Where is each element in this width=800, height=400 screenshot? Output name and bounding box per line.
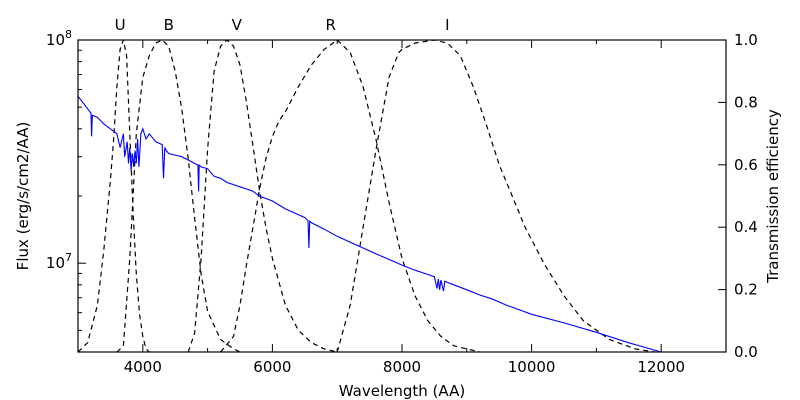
left-y-tick-exponent: 7 [65,251,72,264]
x-tick-label: 10000 [508,358,556,376]
band-label-b: B [164,16,174,34]
x-tick-label: 6000 [253,358,291,376]
filter-curve-u [78,40,150,352]
right-y-tick-label: 0.0 [734,343,758,361]
right-y-tick-label: 0.8 [734,93,758,111]
plot-frame [77,39,727,353]
band-label-i: I [445,16,449,34]
filter-curve-i [336,40,655,352]
right-y-tick-label: 0.6 [734,156,758,174]
right-y-tick-label: 0.2 [734,281,758,299]
left-y-tick-exponent: 8 [65,28,72,41]
left-y-tick-base: 10 [46,31,65,49]
x-tick-label: 4000 [124,358,162,376]
x-tick-label: 8000 [383,358,421,376]
left-y-tick-base: 10 [46,254,65,272]
band-label-u: U [115,16,126,34]
band-label-r: R [326,16,336,34]
filter-curve-v [187,40,338,352]
right-y-tick-label: 0.4 [734,218,758,236]
axis-ticks: 4000 6000 8000 10000 120001071080.00.20.40.6… [46,28,758,376]
filter-curve-r [220,40,480,352]
x-axis-label: Wavelength (AA) [339,382,465,400]
right-y-tick-label: 1.0 [734,31,758,49]
x-tick-label: 12000 [637,358,685,376]
left-y-tick-label: 108 [46,28,72,49]
band-label-v: V [232,16,243,34]
plot-marks [78,40,662,352]
filter-curve-b [116,40,241,352]
spectrum-line [78,95,662,352]
left-y-tick-label: 107 [46,251,72,272]
left-y-axis-label: Flux (erg/s/cm2/AA) [14,122,32,271]
right-y-axis-label: Transmission efficiency [764,109,782,284]
